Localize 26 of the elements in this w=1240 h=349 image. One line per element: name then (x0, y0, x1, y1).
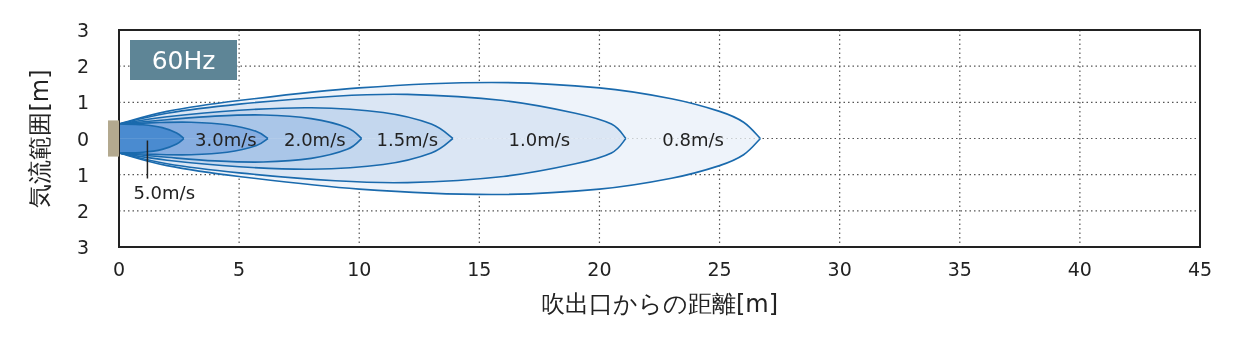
y-axis-title: 気流範囲[m] (26, 69, 54, 208)
series-label: 1.0m/s (508, 128, 571, 150)
x-tick-label: 10 (347, 258, 372, 280)
x-tick-label: 40 (1067, 258, 1092, 280)
x-tick-label: 45 (1187, 258, 1213, 280)
x-tick-label: 20 (587, 258, 612, 280)
series-label: 2.0m/s (283, 128, 346, 150)
y-tick-label: 1 (76, 91, 90, 114)
x-tick-label: 25 (707, 258, 732, 280)
x-tick-label: 0 (112, 258, 126, 280)
x-tick-label: 35 (947, 258, 972, 280)
y-tick-label: 2 (76, 55, 90, 78)
x-axis-title: 吹出口からの距離[m] (540, 290, 779, 318)
x-tick-label: 15 (467, 258, 492, 280)
y-tick-label: 1 (76, 163, 90, 186)
series-label: 1.5m/s (376, 128, 439, 150)
x-tick-label: 5 (233, 258, 246, 280)
y-tick-label: 0 (76, 127, 90, 150)
series-label: 3.0m/s (195, 128, 257, 150)
annotation: 60Hz (151, 46, 216, 75)
y-tick-label: 3 (76, 19, 90, 41)
series-label: 0.8m/s (662, 128, 724, 150)
y-tick-label: 3 (76, 236, 90, 258)
x-tick-label: 30 (827, 258, 852, 280)
text: 5.0m/s (133, 181, 196, 203)
y-tick-label: 2 (76, 199, 90, 222)
